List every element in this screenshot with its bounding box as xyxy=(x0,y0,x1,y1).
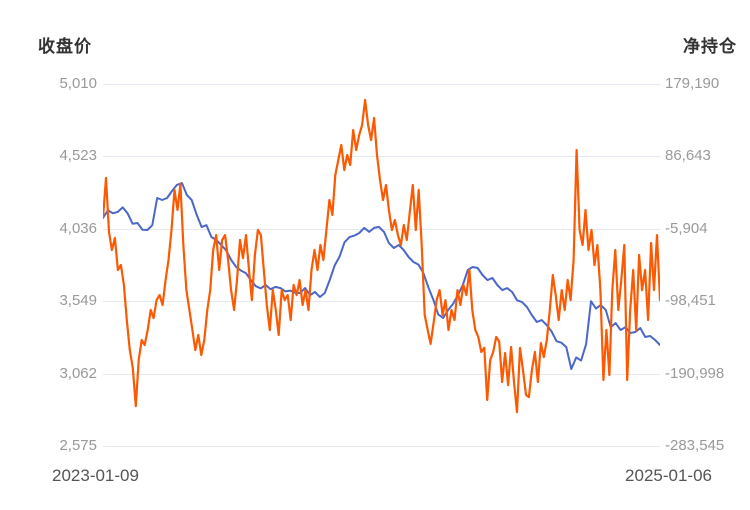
right-tick-label: -98,451 xyxy=(665,292,716,310)
plot-area xyxy=(103,98,660,414)
gridline xyxy=(103,301,660,303)
gridline xyxy=(103,84,660,85)
left-tick-label: 3,549 xyxy=(59,292,97,310)
right-tick-label: -283,545 xyxy=(665,437,725,454)
x-axis-start-label: 2023-01-09 xyxy=(52,466,139,485)
right-tick-label: 86,643 xyxy=(665,147,711,165)
left-tick-label: 5,010 xyxy=(59,75,97,92)
right-tick-label: -5,904 xyxy=(665,219,708,237)
net-position-line xyxy=(103,98,660,414)
left-tick-label: 2,575 xyxy=(59,437,97,454)
right-axis-title: 净持仓 xyxy=(683,37,737,56)
left-axis-title: 收盘价 xyxy=(38,37,92,56)
gridline xyxy=(103,446,660,447)
gridline xyxy=(103,373,660,375)
x-axis-end-label: 2025-01-06 xyxy=(625,466,712,485)
left-tick-label: 4,523 xyxy=(59,147,97,165)
left-tick-label: 4,036 xyxy=(59,219,97,237)
close-price-line xyxy=(103,182,660,370)
right-tick-label: -190,998 xyxy=(665,364,725,382)
left-tick-label: 3,062 xyxy=(59,364,97,382)
gridline xyxy=(103,156,660,158)
right-tick-label: 179,190 xyxy=(665,75,720,92)
